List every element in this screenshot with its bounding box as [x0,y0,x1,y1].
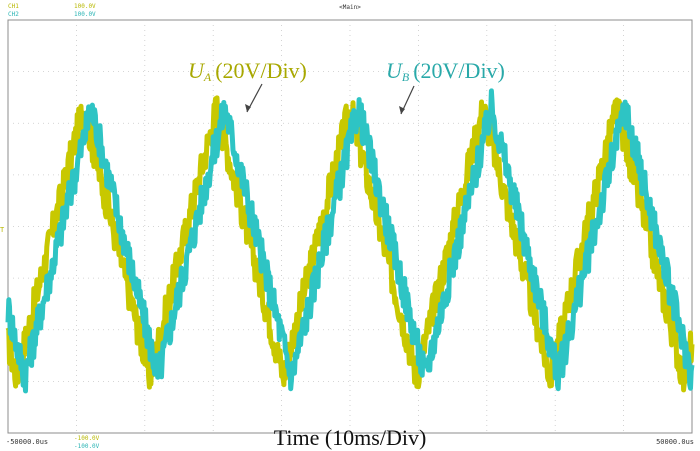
right-time: 50000.0us [656,438,694,446]
time-axis-label: Time (10ms/Div) [274,425,427,450]
ch1-scale: 100.0V [74,3,96,10]
traces [5,88,695,394]
plot-area [5,19,695,434]
ub-subscript: B [402,70,410,84]
ub-scale: (20V/Div) [413,58,505,83]
ub-arrowhead [399,106,405,114]
ch1-label: CH1 [8,3,19,10]
ub-symbol: U [386,58,404,83]
ch1-min: -100.0V [74,435,100,442]
trigger-marker: T [0,226,5,234]
main-label: <Main> [339,4,361,11]
ch2-scale: 100.0V [74,11,96,18]
ua-arrowhead [245,104,251,112]
ch2-min: -100.0V [74,443,100,450]
ua-annotation: UA (20V/Div) [188,58,307,113]
ua-subscript: A [203,70,212,84]
ch2-label: CH2 [8,11,19,18]
ub-trace [5,88,695,394]
ua-symbol: U [188,58,206,83]
svg-text:UA(20V/Div): UA (20V/Div) [188,58,307,84]
ub-annotation: UB (20V/Div) [386,58,505,115]
ua-scale: (20V/Div) [215,58,307,83]
svg-text:UB(20V/Div): UB (20V/Div) [386,58,505,84]
left-time: -50000.0us [6,438,48,446]
